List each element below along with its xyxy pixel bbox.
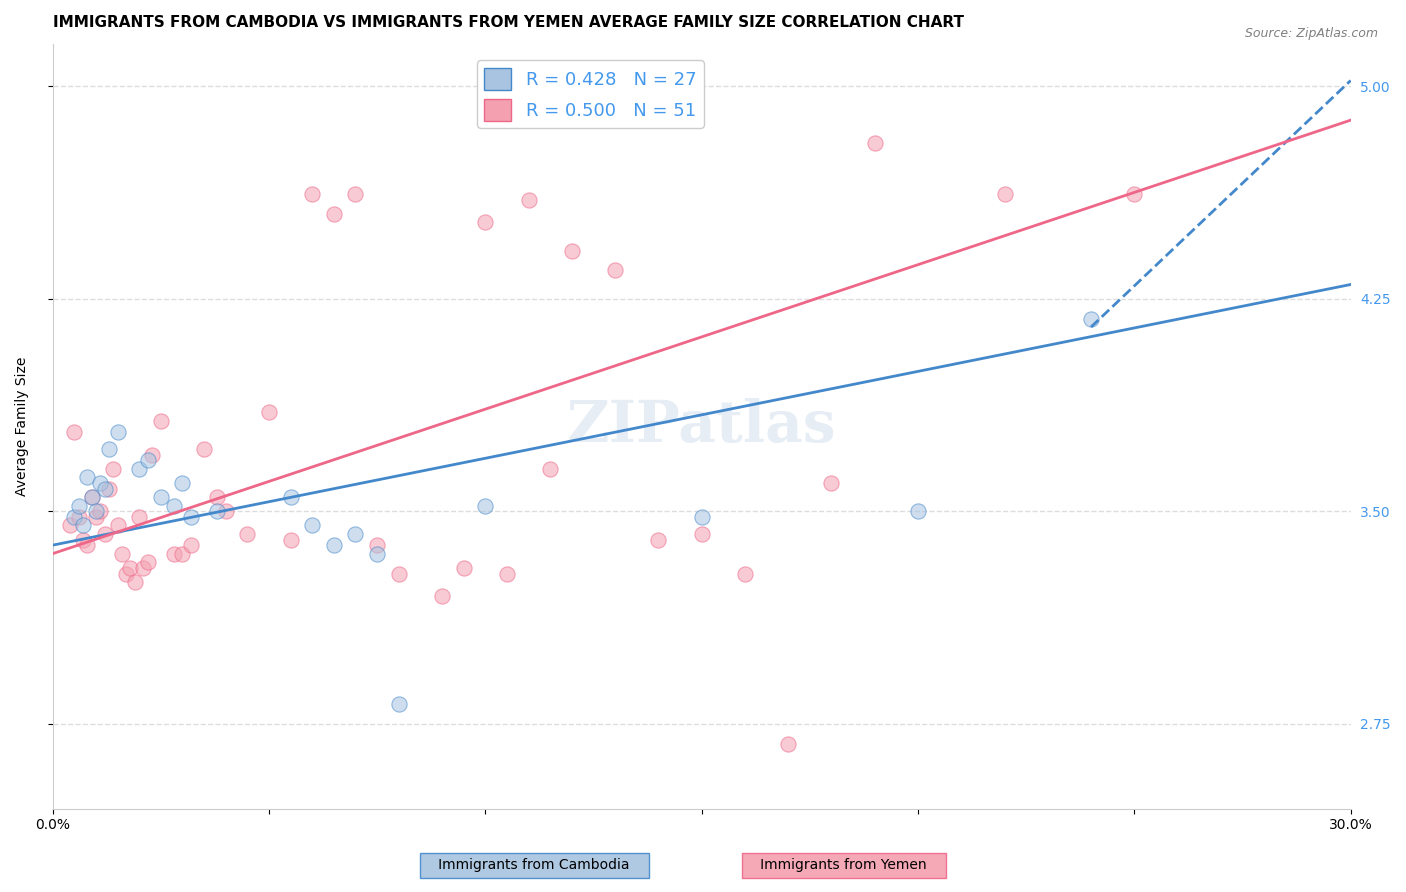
Point: [128, 509, 150, 524]
Point: [124, 574, 146, 589]
Point: [474, 499, 496, 513]
Point: [132, 561, 155, 575]
Point: [136, 453, 159, 467]
Point: [172, 547, 194, 561]
Point: [89, 475, 111, 490]
Point: [690, 509, 713, 524]
Point: [76, 470, 98, 484]
Point: [280, 533, 302, 547]
Point: [63, 509, 86, 524]
Point: [215, 504, 238, 518]
Text: Immigrants from Yemen: Immigrants from Yemen: [747, 858, 941, 872]
Point: [322, 207, 344, 221]
Legend: R = 0.428   N = 27, R = 0.500   N = 51: R = 0.428 N = 27, R = 0.500 N = 51: [477, 61, 703, 128]
Point: [111, 547, 134, 561]
Point: [1080, 311, 1102, 326]
Point: [163, 499, 186, 513]
Point: [76, 538, 98, 552]
Point: [603, 263, 626, 277]
Point: [301, 518, 323, 533]
Point: [136, 555, 159, 569]
Point: [93, 482, 115, 496]
Point: [107, 425, 129, 439]
Point: [430, 589, 453, 603]
Point: [84, 509, 107, 524]
Point: [89, 504, 111, 518]
Point: [115, 566, 138, 581]
Point: [180, 509, 202, 524]
Point: [538, 461, 561, 475]
Point: [97, 482, 120, 496]
Point: [59, 518, 82, 533]
Point: [72, 533, 94, 547]
Point: [72, 518, 94, 533]
Text: Source: ZipAtlas.com: Source: ZipAtlas.com: [1244, 27, 1378, 40]
Point: [128, 461, 150, 475]
Point: [1123, 186, 1146, 201]
Point: [863, 136, 886, 150]
Point: [193, 442, 215, 456]
Point: [180, 538, 202, 552]
Point: [205, 490, 228, 504]
Point: [344, 526, 367, 541]
Point: [63, 425, 86, 439]
Y-axis label: Average Family Size: Average Family Size: [15, 357, 30, 496]
Point: [103, 461, 125, 475]
Point: [778, 737, 800, 751]
Point: [820, 475, 842, 490]
Point: [301, 186, 323, 201]
Point: [993, 186, 1015, 201]
Point: [280, 490, 302, 504]
Point: [80, 490, 103, 504]
Point: [517, 193, 540, 207]
Point: [80, 490, 103, 504]
Text: ZIPatlas: ZIPatlas: [567, 398, 837, 454]
Point: [474, 215, 496, 229]
Point: [388, 697, 411, 711]
Point: [172, 475, 194, 490]
Point: [344, 186, 367, 201]
Point: [366, 547, 388, 561]
Point: [93, 526, 115, 541]
Point: [107, 518, 129, 533]
Point: [141, 448, 163, 462]
Point: [67, 509, 90, 524]
Text: IMMIGRANTS FROM CAMBODIA VS IMMIGRANTS FROM YEMEN AVERAGE FAMILY SIZE CORRELATIO: IMMIGRANTS FROM CAMBODIA VS IMMIGRANTS F…: [52, 15, 963, 30]
Point: [120, 561, 142, 575]
Point: [496, 566, 519, 581]
Point: [907, 504, 929, 518]
Point: [97, 442, 120, 456]
Point: [647, 533, 669, 547]
Text: Immigrants from Cambodia: Immigrants from Cambodia: [426, 858, 643, 872]
Point: [84, 504, 107, 518]
Point: [163, 547, 186, 561]
Point: [453, 561, 475, 575]
Point: [67, 499, 90, 513]
Point: [149, 413, 172, 427]
Point: [561, 244, 583, 258]
Point: [205, 504, 228, 518]
Point: [322, 538, 344, 552]
Point: [388, 566, 411, 581]
Point: [734, 566, 756, 581]
Point: [366, 538, 388, 552]
Point: [149, 490, 172, 504]
Point: [236, 526, 259, 541]
Point: [690, 526, 713, 541]
Point: [257, 405, 280, 419]
